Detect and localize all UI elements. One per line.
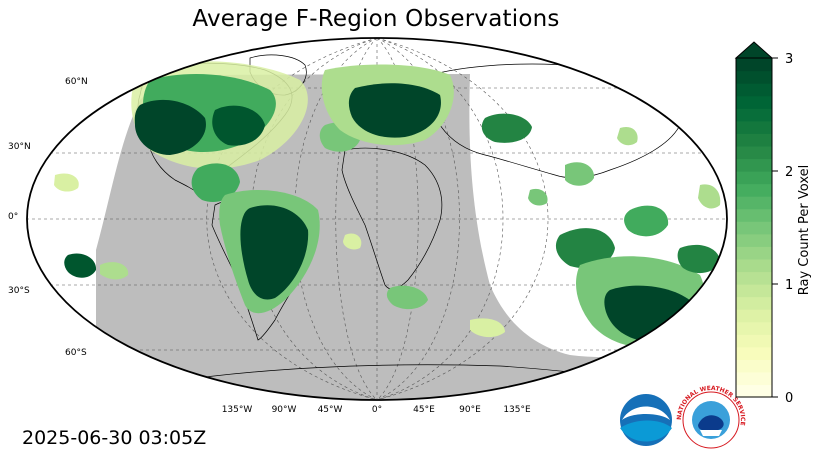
nws-logo: NATIONAL WEATHER SERVICE <box>676 385 746 449</box>
colorbar-segment <box>736 384 772 398</box>
colorbar-segment <box>736 171 772 185</box>
globe-boundary <box>26 37 728 401</box>
colorbar-segment <box>736 145 772 160</box>
colorbar-segment <box>736 95 772 109</box>
lat-label-30n: 30°N <box>8 142 31 152</box>
timestamp: 2025-06-30 03:05Z <box>22 427 207 449</box>
colorbar-segment <box>736 296 772 310</box>
colorbar-segment <box>736 158 772 172</box>
colorbar-segment <box>736 83 772 97</box>
colorbar-segment <box>736 246 772 260</box>
colorbar-segment <box>736 371 772 386</box>
colorbar-segment <box>736 108 772 122</box>
colorbar-segment <box>736 120 772 134</box>
colorbar-segment <box>736 221 772 235</box>
lat-label-0: 0° <box>8 212 18 222</box>
noaa-logo-text: NOAA <box>635 408 658 416</box>
colorbar-segment <box>736 70 772 84</box>
colorbar-segment <box>736 196 772 210</box>
colorbar-segment <box>736 321 772 335</box>
colorbar-segment <box>736 309 772 323</box>
map-title: Average F-Region Observations <box>192 6 560 32</box>
colorbar-segment <box>736 284 772 298</box>
colorbar-tick-3: 3 <box>785 52 793 67</box>
colorbar-tick-0: 0 <box>785 391 793 406</box>
colorbar-segment <box>736 346 772 360</box>
colorbar-tick-2: 2 <box>785 165 793 180</box>
lon-label-135e: 135°E <box>503 405 531 415</box>
lon-label-90e: 90°E <box>459 405 481 415</box>
lat-label-60s: 60°S <box>65 348 87 358</box>
colorbar-frame <box>735 57 773 398</box>
colorbar-gradient <box>736 58 772 398</box>
africa-outline <box>341 147 443 290</box>
colorbar-segment <box>736 233 772 247</box>
lat-label-30s: 30°S <box>8 286 30 296</box>
colorbar-extend-arrow <box>734 41 774 59</box>
colorbar-segment <box>736 58 772 72</box>
colorbar-segment <box>736 359 772 373</box>
lon-label-45e: 45°E <box>413 405 435 415</box>
colorbar-segment <box>736 334 772 348</box>
lon-label-135w: 135°W <box>222 405 253 415</box>
lon-label-90w: 90°W <box>272 405 297 415</box>
colorbar-segment <box>736 183 772 197</box>
colorbar-label: Ray Count Per Voxel <box>797 165 812 295</box>
colorbar-tick-1: 1 <box>785 278 793 293</box>
noaa-logo: NOAA <box>620 394 672 446</box>
lat-label-60n: 60°N <box>65 77 88 87</box>
lon-label-0: 0° <box>372 405 382 415</box>
lon-label-45w: 45°W <box>318 405 343 415</box>
colorbar-segment <box>736 258 772 273</box>
colorbar-segment <box>736 133 772 147</box>
colorbar-segment <box>736 208 772 222</box>
density-field <box>54 61 721 390</box>
colorbar-segment <box>736 271 772 285</box>
